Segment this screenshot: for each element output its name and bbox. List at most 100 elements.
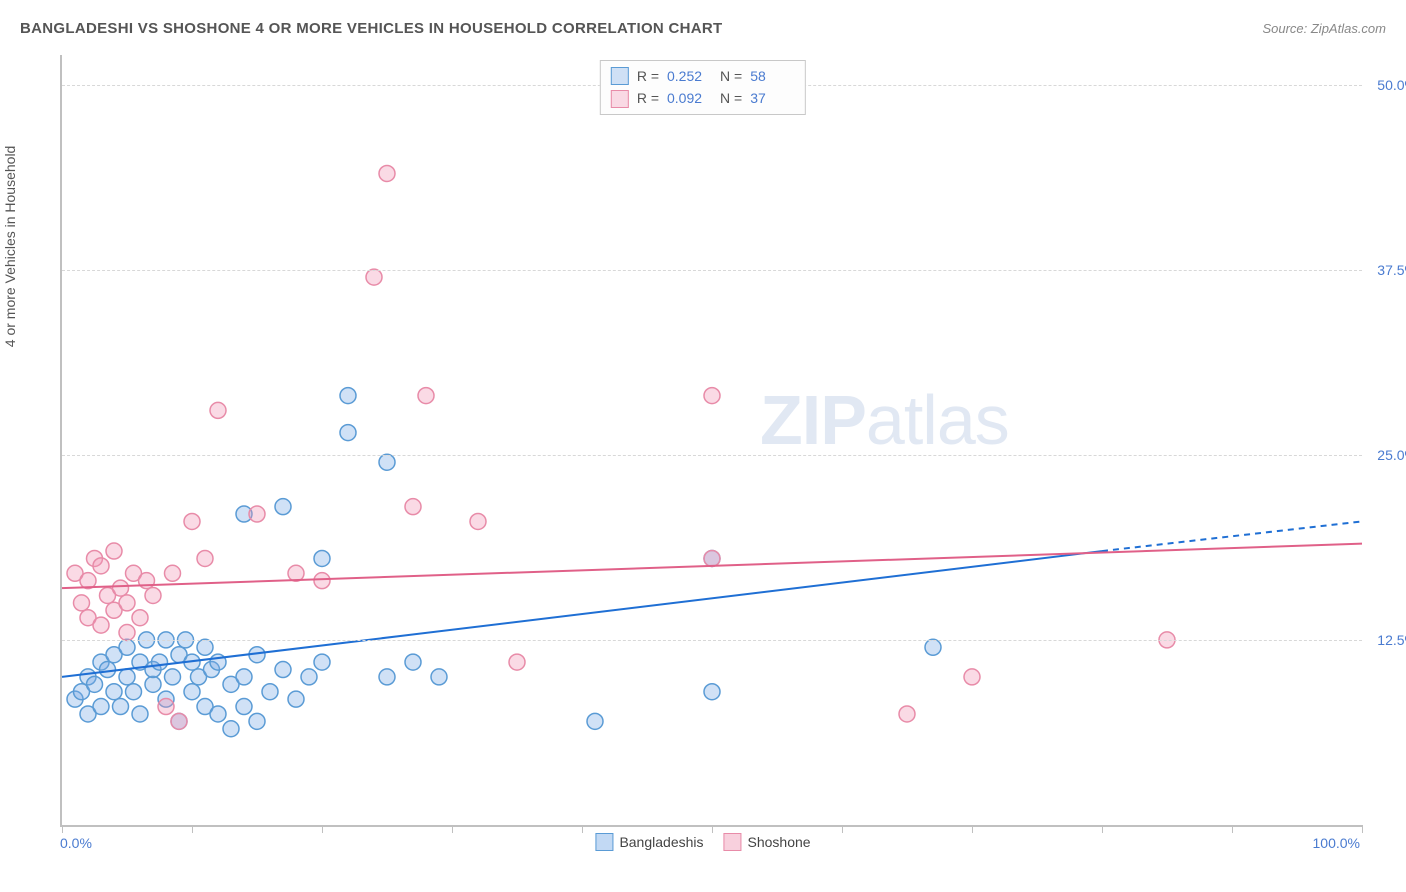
series-swatch [611,90,629,108]
chart-title: BANGLADESHI VS SHOSHONE 4 OR MORE VEHICL… [20,20,723,37]
x-tick [972,825,973,833]
stat-r-value: 0.252 [667,65,712,87]
scatter-point [925,639,941,655]
scatter-point [87,676,103,692]
scatter-point [132,706,148,722]
chart-legend: Bangladeshis Shoshone [595,833,810,851]
x-axis-min-label: 0.0% [60,835,92,851]
stat-n-label: N = [720,65,742,87]
scatter-point [405,654,421,670]
scatter-svg [62,55,1362,825]
stat-n-value: 58 [750,65,795,87]
trend-line-extrapolated [1102,521,1362,551]
scatter-point [379,165,395,181]
x-tick [842,825,843,833]
scatter-point [314,550,330,566]
scatter-point [119,595,135,611]
scatter-point [223,721,239,737]
scatter-point [704,550,720,566]
scatter-point [236,669,252,685]
scatter-point [93,558,109,574]
stats-row: R = 0.252 N = 58 [611,65,795,87]
scatter-point [158,699,174,715]
scatter-point [405,499,421,515]
legend-swatch [724,833,742,851]
stat-r-label: R = [637,87,659,109]
scatter-point [418,388,434,404]
x-tick [192,825,193,833]
scatter-point [106,543,122,559]
scatter-point [93,617,109,633]
scatter-point [210,706,226,722]
scatter-point [288,691,304,707]
y-tick-label: 25.0% [1377,447,1406,463]
gridline [62,455,1362,456]
stat-n-value: 37 [750,87,795,109]
scatter-point [100,662,116,678]
scatter-point [704,388,720,404]
scatter-point [145,587,161,603]
legend-label: Shoshone [748,834,811,850]
scatter-point [314,654,330,670]
scatter-point [899,706,915,722]
legend-item: Bangladeshis [595,833,703,851]
scatter-point [288,565,304,581]
plot-area: 12.5%25.0%37.5%50.0% [60,55,1362,827]
scatter-point [152,654,168,670]
legend-item: Shoshone [724,833,811,851]
y-tick-label: 37.5% [1377,262,1406,278]
scatter-point [379,454,395,470]
scatter-point [106,684,122,700]
scatter-point [184,513,200,529]
y-tick-label: 50.0% [1377,77,1406,93]
scatter-point [704,684,720,700]
scatter-point [74,595,90,611]
scatter-point [587,713,603,729]
legend-swatch [595,833,613,851]
scatter-point [314,573,330,589]
stat-r-label: R = [637,65,659,87]
scatter-point [431,669,447,685]
stat-n-label: N = [720,87,742,109]
scatter-point [210,402,226,418]
scatter-point [340,425,356,441]
scatter-point [236,699,252,715]
scatter-point [119,625,135,641]
scatter-point [249,713,265,729]
x-tick [452,825,453,833]
scatter-point [145,676,161,692]
x-tick [1102,825,1103,833]
y-tick-label: 12.5% [1377,632,1406,648]
scatter-point [197,550,213,566]
scatter-point [113,580,129,596]
stats-row: R = 0.092 N = 37 [611,87,795,109]
scatter-point [275,662,291,678]
scatter-point [262,684,278,700]
scatter-point [132,610,148,626]
x-tick [712,825,713,833]
scatter-point [197,639,213,655]
scatter-point [119,639,135,655]
x-tick [322,825,323,833]
scatter-point [165,565,181,581]
chart-source: Source: ZipAtlas.com [1262,21,1386,36]
scatter-point [275,499,291,515]
scatter-point [93,699,109,715]
scatter-point [171,713,187,729]
x-tick [1362,825,1363,833]
scatter-point [119,669,135,685]
correlation-stats-box: R = 0.252 N = 58 R = 0.092 N = 37 [600,60,806,115]
scatter-point [470,513,486,529]
scatter-point [509,654,525,670]
x-tick [1232,825,1233,833]
gridline [62,640,1362,641]
scatter-point [964,669,980,685]
stat-r-value: 0.092 [667,87,712,109]
scatter-point [340,388,356,404]
scatter-point [366,269,382,285]
x-tick [62,825,63,833]
scatter-point [184,684,200,700]
scatter-point [301,669,317,685]
x-tick [582,825,583,833]
scatter-point [113,699,129,715]
